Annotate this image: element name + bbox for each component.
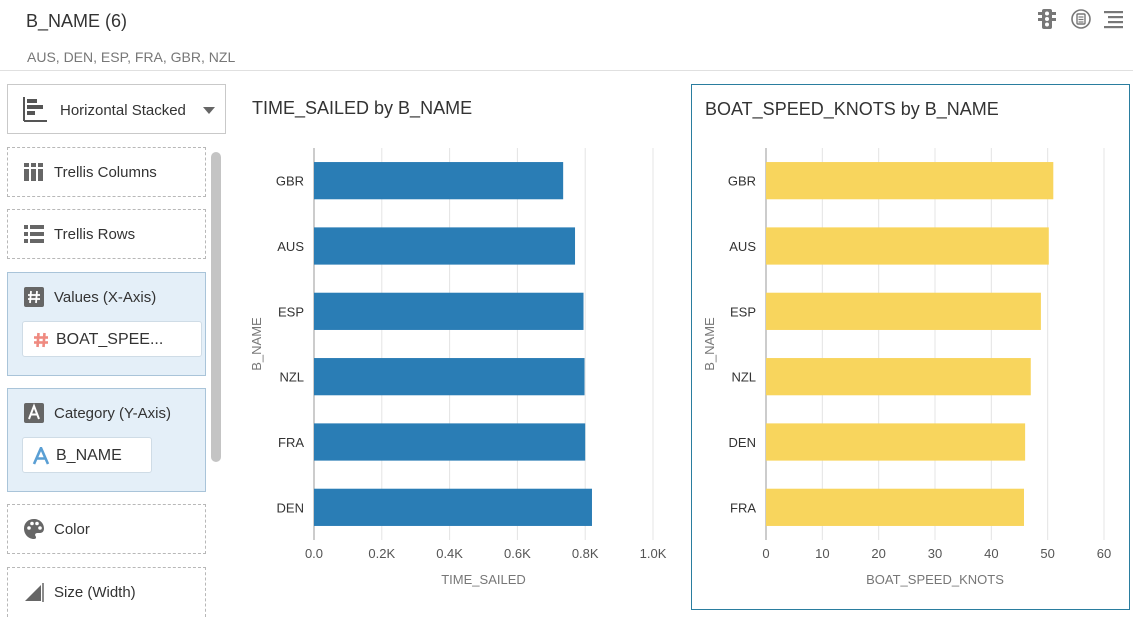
chart-title: BOAT_SPEED_KNOTS by B_NAME	[705, 99, 999, 119]
y-tick-label: GBR	[276, 174, 304, 189]
bar	[766, 488, 1025, 526]
x-tick-label: 30	[928, 546, 942, 561]
bar	[766, 358, 1031, 396]
y-axis-title: B_NAME	[249, 317, 264, 371]
chevron-down-icon[interactable]	[203, 107, 215, 114]
bar	[314, 423, 586, 461]
y-tick-label: AUS	[729, 239, 756, 254]
y-axis-title: B_NAME	[702, 317, 717, 371]
y-tick-label: DEN	[729, 435, 756, 450]
y-tick-label: ESP	[278, 304, 304, 319]
bar	[766, 227, 1049, 265]
config-scrollbar[interactable]	[211, 152, 221, 462]
y-tick-label: FRA	[278, 435, 304, 450]
size-width-icon	[23, 581, 45, 603]
values-axis-drop[interactable]: Values (X-Axis) BOAT_SPEE...	[7, 272, 206, 376]
bar	[766, 162, 1054, 200]
y-tick-label: NZL	[731, 370, 756, 385]
category-field-pill[interactable]: B_NAME	[22, 437, 152, 473]
trellis-rows-label: Trellis Rows	[54, 226, 136, 243]
menu-icon[interactable]	[1103, 8, 1125, 30]
viz-type-label: Horizontal Stacked	[60, 102, 186, 119]
time-sailed-bar-chart: 0.0 0.2K 0.4K 0.6K 0.8K 1.0K GBR AUS ESP NZL FRA DE…	[249, 148, 667, 587]
horizontal-bar-chart-icon	[22, 96, 48, 122]
config-panel: Horizontal Stacked Trellis Columns Trell…	[0, 72, 230, 617]
traffic-light-icon[interactable]	[1036, 8, 1058, 30]
x-axis-title: TIME_SAILED	[441, 572, 526, 587]
category-field-label: B_NAME	[56, 447, 122, 464]
y-tick-label: NZL	[279, 370, 304, 385]
bar	[314, 358, 585, 396]
data-list-icon[interactable]	[1070, 8, 1092, 30]
trellis-columns-label: Trellis Columns	[54, 164, 157, 181]
size-label: Size (Width)	[54, 584, 136, 601]
chart-panel-boat-speed[interactable]: BOAT_SPEED_KNOTS by B_NAME 0 10 20 30 40 50 60…	[691, 84, 1130, 610]
trellis-columns-drop[interactable]: Trellis Columns	[7, 147, 206, 197]
x-tick-label: 0.0	[305, 546, 323, 561]
page-header: B_NAME (6) AUS, DEN, ESP, FRA, GBR, NZL	[0, 0, 1133, 71]
values-axis-label: Values (X-Axis)	[54, 289, 157, 306]
text-attribute-icon	[32, 444, 50, 465]
values-field-label: BOAT_SPEE...	[56, 331, 164, 348]
bar	[766, 292, 1041, 330]
category-axis-drop[interactable]: Category (Y-Axis) B_NAME	[7, 388, 206, 492]
color-label: Color	[54, 521, 90, 538]
chart-title: TIME_SAILED by B_NAME	[252, 98, 473, 118]
hash-icon	[32, 331, 50, 349]
x-tick-label: 0.2K	[368, 546, 395, 561]
y-tick-label: GBR	[728, 174, 756, 189]
page-title: B_NAME (6)	[26, 11, 128, 31]
x-tick-label: 20	[871, 546, 885, 561]
x-tick-label: 0	[762, 546, 769, 561]
text-attribute-icon	[23, 402, 45, 424]
category-axis-label: Category (Y-Axis)	[54, 405, 171, 422]
bar	[766, 423, 1026, 461]
x-tick-label: 10	[815, 546, 829, 561]
x-tick-label: 0.6K	[504, 546, 531, 561]
x-axis-title: BOAT_SPEED_KNOTS	[866, 572, 1004, 587]
selected-values: AUS, DEN, ESP, FRA, GBR, NZL	[27, 49, 236, 65]
bar	[314, 292, 584, 330]
color-drop[interactable]: Color	[7, 504, 206, 554]
x-tick-label: 1.0K	[640, 546, 667, 561]
columns-icon	[23, 161, 45, 183]
values-field-pill[interactable]: BOAT_SPEE...	[22, 321, 202, 357]
x-tick-label: 40	[984, 546, 998, 561]
size-drop[interactable]: Size (Width)	[7, 567, 206, 617]
hash-icon	[23, 286, 45, 308]
x-tick-label: 50	[1040, 546, 1054, 561]
boat-speed-bar-chart: 0 10 20 30 40 50 60 GBR AUS ESP NZL DEN FRA BOAT_SPEE…	[702, 148, 1111, 587]
y-tick-label: FRA	[730, 500, 756, 515]
trellis-rows-drop[interactable]: Trellis Rows	[7, 209, 206, 259]
y-tick-label: ESP	[730, 304, 756, 319]
viz-type-dropdown[interactable]: Horizontal Stacked	[7, 84, 226, 134]
palette-icon	[23, 518, 45, 540]
bar	[314, 227, 576, 265]
y-tick-label: AUS	[277, 239, 304, 254]
x-tick-label: 0.8K	[572, 546, 599, 561]
x-tick-label: 60	[1097, 546, 1111, 561]
y-tick-label: DEN	[277, 500, 304, 515]
chart-panel-time-sailed[interactable]: TIME_SAILED by B_NAME 0.0 0.2K 0.4K 0.6K 0.8…	[239, 84, 682, 610]
bar	[314, 162, 564, 200]
x-tick-label: 0.4K	[436, 546, 463, 561]
rows-icon	[23, 223, 45, 245]
bar	[314, 488, 592, 526]
